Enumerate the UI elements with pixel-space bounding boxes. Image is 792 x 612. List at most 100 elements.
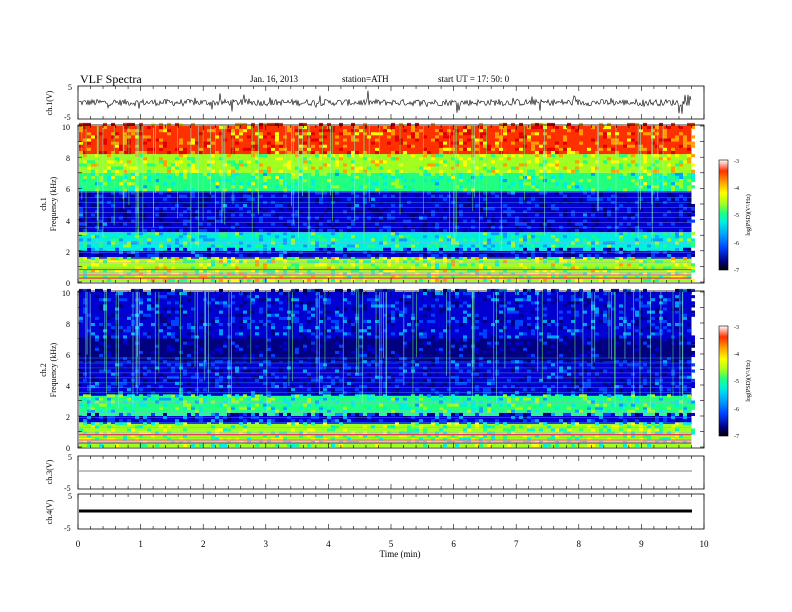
spec2-cell [167,341,171,345]
spec2-cell [275,338,279,342]
spec1-cell [375,138,379,142]
spec1-cell [575,169,579,173]
spec2-cell [307,323,311,327]
spec1-cell [523,272,527,276]
spec1-cell [235,235,239,239]
spec1-cell [327,207,331,211]
spec1-cell [603,182,607,186]
spec1-cell [263,219,267,223]
spec2-cell [107,363,111,367]
spec1-cell [167,122,171,126]
spec1-cell [459,179,463,183]
spec2-cell [143,381,147,385]
spec1-cell [647,278,651,282]
spec1-cell [267,166,271,170]
spec2-cell [251,307,255,311]
spec2-cell [283,323,287,327]
spec1-cell [107,194,111,198]
spec2-cell [271,360,275,364]
spec1-cell [679,141,683,145]
spec2-cell [259,431,263,435]
spec1-cell [151,188,155,192]
spec1-cell [143,213,147,217]
spec2-cell [271,326,275,330]
spec2-cell [171,319,175,323]
spec1-cell [195,253,199,257]
spec1-cell [407,229,411,233]
spec1-cell [323,257,327,261]
spec1-cell [255,191,259,195]
spec1-cell [255,263,259,267]
spec1-cell [467,138,471,142]
spec1-cell [535,132,539,136]
spec1-cell [115,179,119,183]
spec2-cell [243,428,247,432]
spec2-cell [139,394,143,398]
spec2-cell [79,316,83,320]
spec1-cell [631,216,635,220]
spec1-cell [163,207,167,211]
spec1-cell [387,213,391,217]
spec2-cell [279,350,283,354]
spec2-cell [79,403,83,407]
spec1-cell [407,147,411,151]
spec1-cell [575,247,579,251]
spec1-cell [299,151,303,155]
spec1-cell [131,204,135,208]
spec1-cell [507,241,511,245]
spec1-cell [139,278,143,282]
spec1-cell [515,222,519,226]
spec1-cell [547,257,551,261]
spec1-cell [139,141,143,145]
spec1-cell [207,272,211,276]
spec1-cell [671,122,675,126]
spec1-cell [195,213,199,217]
spec2-cell [319,338,323,342]
spec1-cell [671,147,675,151]
spec1-cell [667,157,671,161]
spec1-cell [215,182,219,186]
spec1-cell [327,222,331,226]
spec1-cell [615,263,619,267]
spec1-cell [323,172,327,176]
spec1-cell [691,253,695,257]
spec1-cell [355,210,359,214]
spec1-cell [503,126,507,130]
spec1-cell [375,160,379,164]
spec1-cell [331,272,335,276]
spec2-cell [99,323,103,327]
spec1-cell [335,229,339,233]
spec1-cell [247,175,251,179]
spec1-cell [499,269,503,273]
spec1-cell [539,197,543,201]
spec1-cell [231,266,235,270]
spec1-cell [455,147,459,151]
spec1-cell [423,253,427,257]
spec2-cell [219,428,223,432]
spec1-cell [519,135,523,139]
spec1-cell [235,278,239,282]
spec1-cell [271,238,275,242]
spec2-cell [123,437,127,441]
spec1-cell [399,163,403,167]
spec1-cell [315,219,319,223]
spec1-cell [671,269,675,273]
spec1-cell [571,126,575,130]
spec1-cell [135,166,139,170]
spec2-cell [179,307,183,311]
spec1-cell [271,144,275,148]
spec1-cell [311,157,315,161]
spec2-cell [215,378,219,382]
spec1-cell [103,151,107,155]
spec1-cell [411,151,415,155]
spec2-cell [251,394,255,398]
spec1-cell [247,138,251,142]
spec1-cell [639,175,643,179]
spec1-cell [159,160,163,164]
spec1-cell [239,238,243,242]
spec2-cell [163,360,167,364]
spec1-cell [299,253,303,257]
spec2-cell [119,437,123,441]
spec1-cell [183,175,187,179]
spec1-cell [295,263,299,267]
